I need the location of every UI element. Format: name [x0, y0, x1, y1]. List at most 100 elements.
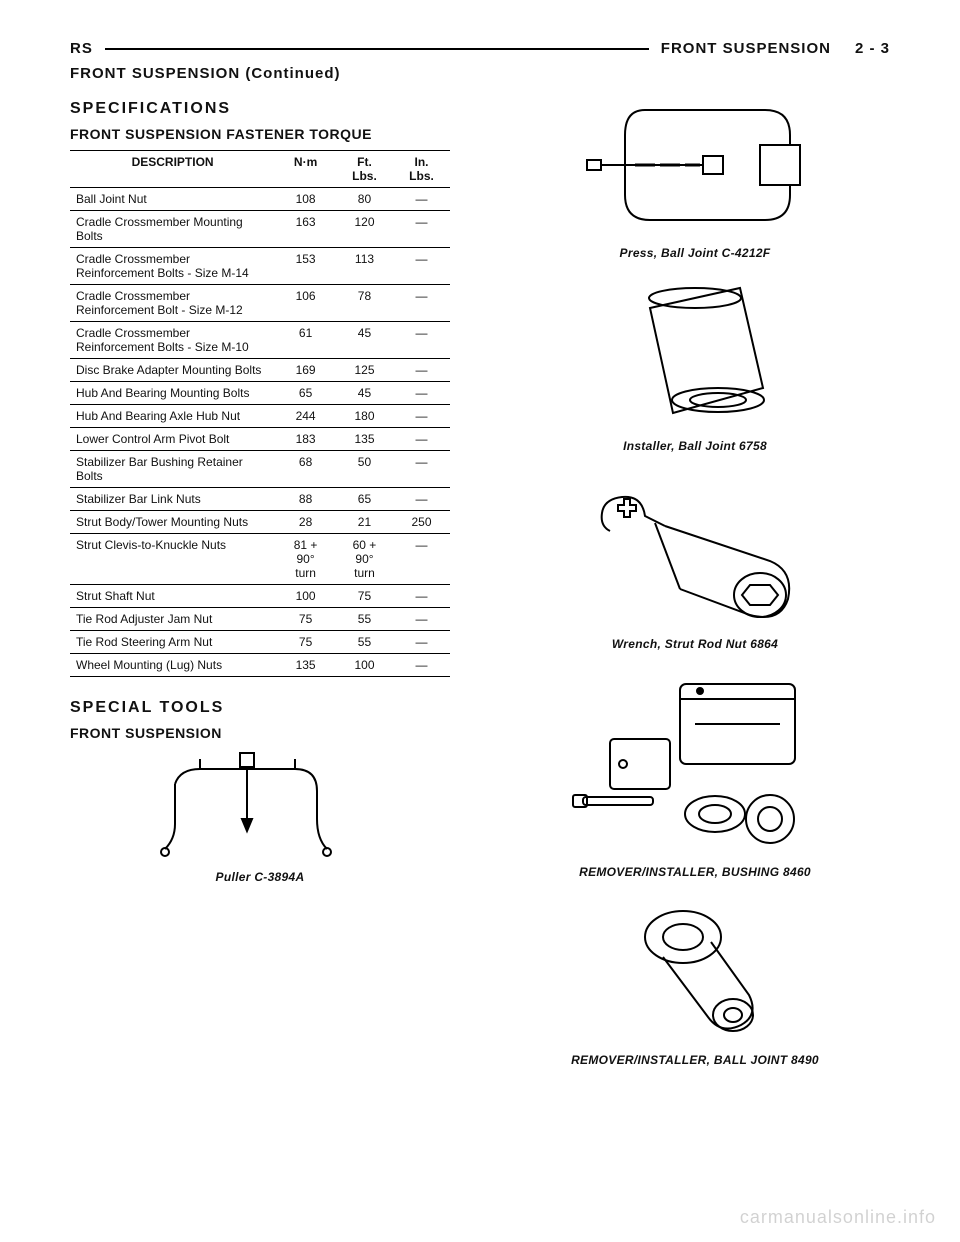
table-row: Strut Clevis-to-Knuckle Nuts81 + 90° tur… [70, 534, 450, 585]
remover-installer-ball-joint-icon [613, 897, 778, 1047]
tool-caption: Puller C-3894A [70, 870, 450, 884]
cell-description: Tie Rod Adjuster Jam Nut [70, 608, 275, 631]
cell-inlbs: — [393, 248, 450, 285]
cell-inlbs: — [393, 608, 450, 631]
cell-description: Strut Clevis-to-Knuckle Nuts [70, 534, 275, 585]
cell-description: Ball Joint Nut [70, 188, 275, 211]
table-row: Lower Control Arm Pivot Bolt183135— [70, 428, 450, 451]
torque-table: DESCRIPTION N·m Ft. Lbs. In. Lbs. Ball J… [70, 150, 450, 677]
cell-nm: 163 [275, 211, 336, 248]
tool-figure-installer: Installer, Ball Joint 6758 [500, 278, 890, 453]
cell-nm: 100 [275, 585, 336, 608]
section-continued: FRONT SUSPENSION (Continued) [70, 65, 890, 82]
cell-ftlbs: 113 [336, 248, 393, 285]
wrench-strut-rod-nut-icon [580, 471, 810, 631]
installer-ball-joint-icon [595, 278, 795, 433]
cell-ftlbs: 80 [336, 188, 393, 211]
cell-inlbs: — [393, 488, 450, 511]
cell-inlbs: — [393, 654, 450, 677]
th-inlbs: In. Lbs. [393, 151, 450, 188]
table-row: Hub And Bearing Axle Hub Nut244180— [70, 405, 450, 428]
tool-figure-bushing-remover: REMOVER/INSTALLER, BUSHING 8460 [500, 669, 890, 879]
cell-ftlbs: 21 [336, 511, 393, 534]
tool-caption: REMOVER/INSTALLER, BUSHING 8460 [500, 865, 890, 879]
hdr-right-title: FRONT SUSPENSION [661, 40, 831, 57]
cell-nm: 75 [275, 608, 336, 631]
special-tools-heading: SPECIAL TOOLS [70, 699, 450, 717]
page-header: RS FRONT SUSPENSION 2 - 3 [70, 40, 890, 57]
cell-nm: 81 + 90° turn [275, 534, 336, 585]
hdr-right-page: 2 - 3 [855, 40, 890, 57]
cell-ftlbs: 50 [336, 451, 393, 488]
cell-ftlbs: 45 [336, 322, 393, 359]
cell-description: Cradle Crossmember Mounting Bolts [70, 211, 275, 248]
cell-inlbs: — [393, 359, 450, 382]
cell-inlbs: — [393, 285, 450, 322]
th-ftlbs: Ft. Lbs. [336, 151, 393, 188]
cell-nm: 135 [275, 654, 336, 677]
cell-description: Disc Brake Adapter Mounting Bolts [70, 359, 275, 382]
specifications-heading: SPECIFICATIONS [70, 100, 450, 118]
cell-ftlbs: 55 [336, 631, 393, 654]
hdr-left: RS [70, 40, 93, 57]
remover-installer-bushing-icon [565, 669, 825, 859]
table-row: Hub And Bearing Mounting Bolts6545— [70, 382, 450, 405]
cell-ftlbs: 180 [336, 405, 393, 428]
cell-nm: 75 [275, 631, 336, 654]
cell-description: Stabilizer Bar Bushing Retainer Bolts [70, 451, 275, 488]
cell-description: Cradle Crossmember Reinforcement Bolts -… [70, 322, 275, 359]
cell-ftlbs: 65 [336, 488, 393, 511]
special-tools-sub: FRONT SUSPENSION [70, 725, 450, 741]
cell-nm: 106 [275, 285, 336, 322]
cell-description: Cradle Crossmember Reinforcement Bolt - … [70, 285, 275, 322]
cell-ftlbs: 55 [336, 608, 393, 631]
tool-caption: Press, Ball Joint C-4212F [500, 246, 890, 260]
cell-nm: 108 [275, 188, 336, 211]
cell-inlbs: — [393, 534, 450, 585]
tool-figure-press: Press, Ball Joint C-4212F [500, 90, 890, 260]
cell-description: Cradle Crossmember Reinforcement Bolts -… [70, 248, 275, 285]
cell-description: Tie Rod Steering Arm Nut [70, 631, 275, 654]
torque-table-heading: FRONT SUSPENSION FASTENER TORQUE [70, 126, 450, 142]
table-row: Stabilizer Bar Bushing Retainer Bolts685… [70, 451, 450, 488]
tool-figure-wrench: Wrench, Strut Rod Nut 6864 [500, 471, 890, 651]
cell-ftlbs: 45 [336, 382, 393, 405]
cell-ftlbs: 135 [336, 428, 393, 451]
table-row: Cradle Crossmember Mounting Bolts163120— [70, 211, 450, 248]
cell-inlbs: — [393, 382, 450, 405]
cell-ftlbs: 78 [336, 285, 393, 322]
cell-ftlbs: 75 [336, 585, 393, 608]
table-row: Tie Rod Adjuster Jam Nut7555— [70, 608, 450, 631]
cell-description: Lower Control Arm Pivot Bolt [70, 428, 275, 451]
cell-description: Wheel Mounting (Lug) Nuts [70, 654, 275, 677]
tool-figure-puller: Puller C-3894A [70, 749, 450, 884]
cell-ftlbs: 125 [336, 359, 393, 382]
cell-description: Hub And Bearing Mounting Bolts [70, 382, 275, 405]
cell-description: Strut Shaft Nut [70, 585, 275, 608]
table-row: Cradle Crossmember Reinforcement Bolts -… [70, 248, 450, 285]
table-row: Wheel Mounting (Lug) Nuts135100— [70, 654, 450, 677]
hdr-rule [105, 48, 649, 50]
tool-caption: Wrench, Strut Rod Nut 6864 [500, 637, 890, 651]
cell-inlbs: — [393, 451, 450, 488]
table-row: Strut Body/Tower Mounting Nuts2821250 [70, 511, 450, 534]
cell-nm: 68 [275, 451, 336, 488]
press-ball-joint-icon [565, 90, 825, 240]
table-row: Cradle Crossmember Reinforcement Bolts -… [70, 322, 450, 359]
table-row: Stabilizer Bar Link Nuts8865— [70, 488, 450, 511]
table-row: Ball Joint Nut10880— [70, 188, 450, 211]
cell-nm: 61 [275, 322, 336, 359]
cell-inlbs: — [393, 322, 450, 359]
th-description: DESCRIPTION [70, 151, 275, 188]
table-row: Cradle Crossmember Reinforcement Bolt - … [70, 285, 450, 322]
cell-inlbs: — [393, 405, 450, 428]
cell-inlbs: — [393, 585, 450, 608]
cell-inlbs: — [393, 631, 450, 654]
cell-nm: 169 [275, 359, 336, 382]
cell-description: Stabilizer Bar Link Nuts [70, 488, 275, 511]
cell-description: Hub And Bearing Axle Hub Nut [70, 405, 275, 428]
cell-nm: 183 [275, 428, 336, 451]
cell-ftlbs: 100 [336, 654, 393, 677]
table-header-row: DESCRIPTION N·m Ft. Lbs. In. Lbs. [70, 151, 450, 188]
cell-nm: 65 [275, 382, 336, 405]
